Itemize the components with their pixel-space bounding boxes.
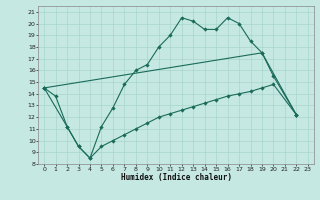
X-axis label: Humidex (Indice chaleur): Humidex (Indice chaleur) bbox=[121, 173, 231, 182]
